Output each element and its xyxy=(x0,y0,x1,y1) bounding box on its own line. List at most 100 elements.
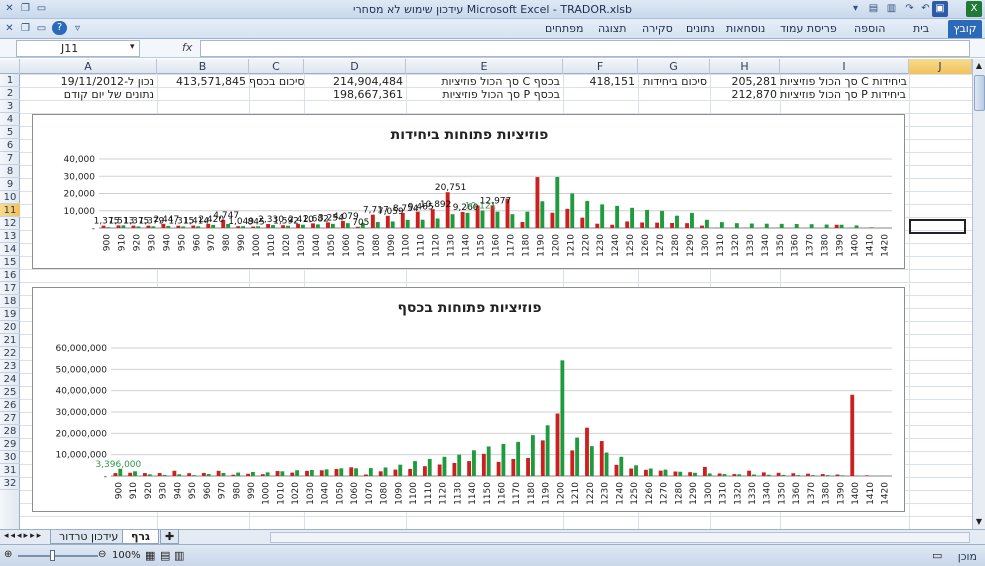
row-header-24[interactable]: 24 xyxy=(0,373,20,386)
row-header-27[interactable]: 27 xyxy=(0,412,20,425)
cell-e2[interactable]: סך הכול פוזיציות P בכסף xyxy=(442,88,560,101)
insert-sheet-icon[interactable]: ✚ xyxy=(160,530,180,544)
row-header-1[interactable]: 1 xyxy=(0,74,20,87)
macro-record-icon[interactable]: ▭ xyxy=(932,549,943,562)
tab-page-layout[interactable]: פריסת עמוד xyxy=(780,22,837,35)
page-break-view-icon[interactable]: ▥ xyxy=(174,549,185,562)
column-header-g[interactable]: G xyxy=(638,59,710,74)
column-header-d[interactable]: D xyxy=(304,59,406,74)
save-icon[interactable]: ▣ xyxy=(932,1,948,17)
print-icon[interactable]: ▥ xyxy=(886,3,897,14)
row-header-22[interactable]: 22 xyxy=(0,347,20,360)
row-header-25[interactable]: 25 xyxy=(0,386,20,399)
zoom-in-icon[interactable]: ⊕ xyxy=(4,549,13,560)
cell-h2[interactable]: 212,870 xyxy=(731,88,778,101)
row-header-2[interactable]: 2 xyxy=(0,87,20,100)
row-header-18[interactable]: 18 xyxy=(0,295,20,308)
tab-file[interactable]: קובץ xyxy=(948,20,982,38)
name-box-dropdown-icon[interactable]: ▾ xyxy=(130,42,135,52)
customize-toolbar-icon[interactable]: ▾ xyxy=(852,3,859,14)
cell-a2[interactable]: נתונים של יום קודם xyxy=(63,88,154,101)
formula-input[interactable] xyxy=(200,40,970,57)
cell-e1[interactable]: סך הכול פוזיציות C בכסף xyxy=(441,75,560,88)
row-header-23[interactable]: 23 xyxy=(0,360,20,373)
column-header-c[interactable]: C xyxy=(249,59,304,74)
row-header-6[interactable]: 6 xyxy=(0,139,20,152)
zoom-out-icon[interactable]: ⊖ xyxy=(98,549,107,560)
ribbon-expand-icon[interactable]: ▿ xyxy=(74,23,81,34)
undo-icon[interactable]: ↶ xyxy=(921,3,930,14)
row-header-12[interactable]: 12 xyxy=(0,217,20,230)
tab-view[interactable]: תצוגה xyxy=(598,22,627,35)
zoom-level[interactable]: 100% xyxy=(112,550,141,561)
row-header-28[interactable]: 28 xyxy=(0,425,20,438)
insert-function-icon[interactable]: fx xyxy=(182,41,193,54)
row-header-21[interactable]: 21 xyxy=(0,334,20,347)
row-header-30[interactable]: 30 xyxy=(0,451,20,464)
chart-units[interactable]: פוזיציות פתוחות ביחידות - 10,000 20,000 30,0… xyxy=(32,114,905,269)
row-header-13[interactable]: 13 xyxy=(0,230,20,243)
row-header-8[interactable]: 8 xyxy=(0,165,20,178)
column-header-h[interactable]: H xyxy=(710,59,780,74)
cell-f1[interactable]: 418,151 xyxy=(589,75,636,88)
vertical-scrollbar[interactable]: ▲ ▼ xyxy=(972,59,985,529)
sheet-tab-graph[interactable]: גרף xyxy=(122,530,159,544)
column-header-a[interactable]: A xyxy=(20,59,157,74)
cell-d1[interactable]: 214,904,484 xyxy=(333,75,403,88)
cell-i1[interactable]: סך הכול פוזיציות C ביחידות xyxy=(780,75,908,88)
row-header-14[interactable]: 14 xyxy=(0,243,20,256)
help-icon[interactable]: ? xyxy=(52,21,67,35)
column-header-i[interactable]: I xyxy=(780,59,909,74)
ribbon-restore-icon[interactable]: ❐ xyxy=(21,23,30,34)
row-header-15[interactable]: 15 xyxy=(0,256,20,269)
tab-developer[interactable]: מפתחים xyxy=(545,22,584,35)
tab-insert[interactable]: הוספה xyxy=(854,22,886,35)
row-header-19[interactable]: 19 xyxy=(0,308,20,321)
row-header-31[interactable]: 31 xyxy=(0,464,20,477)
active-cell-j11[interactable] xyxy=(909,219,966,234)
cell-g1[interactable]: סיכום ביחידות xyxy=(643,75,707,88)
row-header-32[interactable]: 32 xyxy=(0,477,20,490)
row-header-10[interactable]: 10 xyxy=(0,191,20,204)
tab-review[interactable]: סקירה xyxy=(642,22,673,35)
redo-icon[interactable]: ↷ xyxy=(905,3,914,14)
row-header-3[interactable]: 3 xyxy=(0,100,20,113)
horizontal-scrollbar[interactable] xyxy=(270,532,970,543)
scroll-up-icon[interactable]: ▲ xyxy=(975,61,983,70)
column-header-j[interactable]: J xyxy=(909,59,972,74)
select-all-corner[interactable] xyxy=(0,59,20,74)
print-preview-icon[interactable]: ▤ xyxy=(868,3,879,14)
vertical-scroll-thumb[interactable] xyxy=(974,75,985,111)
restore-window-icon[interactable]: ❐ xyxy=(21,3,30,14)
sheet-tab-update[interactable]: עידכון טרדור xyxy=(50,530,128,544)
page-layout-view-icon[interactable]: ▤ xyxy=(160,549,171,562)
close-window-icon[interactable]: ✕ xyxy=(5,3,14,14)
minimize-window-icon[interactable]: ▭ xyxy=(36,3,47,14)
cell-d2[interactable]: 198,667,361 xyxy=(333,88,403,101)
row-header-11[interactable]: 11 xyxy=(0,204,20,217)
zoom-slider-thumb[interactable] xyxy=(50,550,55,561)
cell-h1[interactable]: 205,281 xyxy=(731,75,778,88)
tab-home[interactable]: בית xyxy=(913,22,930,35)
ribbon-minimize-icon[interactable]: ▭ xyxy=(36,23,47,34)
column-header-e[interactable]: E xyxy=(406,59,563,74)
cell-a1[interactable]: נכון ל-19/11/2012 xyxy=(60,75,154,88)
column-header-f[interactable]: F xyxy=(563,59,638,74)
row-header-20[interactable]: 20 xyxy=(0,321,20,334)
zoom-slider[interactable] xyxy=(18,555,98,557)
row-header-9[interactable]: 9 xyxy=(0,178,20,191)
cell-b1[interactable]: 413,571,845 xyxy=(176,75,246,88)
row-header-26[interactable]: 26 xyxy=(0,399,20,412)
column-header-b[interactable]: B xyxy=(157,59,249,74)
row-header-5[interactable]: 5 xyxy=(0,126,20,139)
cell-grid[interactable]: נכון ל-19/11/2012 413,571,845 סיכום בכסף… xyxy=(20,74,972,529)
sheet-navigation-icon[interactable]: ◂◂◂▸▸▸ xyxy=(4,531,44,541)
normal-view-icon[interactable]: ▦ xyxy=(145,549,156,562)
ribbon-close-icon[interactable]: ✕ xyxy=(5,23,14,34)
row-header-16[interactable]: 16 xyxy=(0,269,20,282)
name-box[interactable]: J11 xyxy=(16,40,140,57)
chart-money[interactable]: פוזיציות פתוחות בכסף - 10,000,000 20,000,00… xyxy=(32,287,905,512)
row-header-7[interactable]: 7 xyxy=(0,152,20,165)
tab-data[interactable]: נתונים xyxy=(686,22,715,35)
cell-c1[interactable]: סיכום בכסף xyxy=(249,75,304,88)
